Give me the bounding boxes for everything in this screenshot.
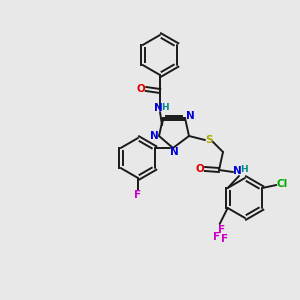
Text: S: S	[205, 135, 213, 145]
Text: H: H	[161, 103, 169, 112]
Text: N: N	[169, 147, 178, 157]
Text: O: O	[196, 164, 204, 174]
Text: F: F	[221, 234, 228, 244]
Text: F: F	[218, 225, 225, 235]
Text: F: F	[134, 190, 142, 200]
Text: F: F	[213, 232, 220, 242]
Text: O: O	[136, 84, 146, 94]
Text: Cl: Cl	[277, 179, 288, 189]
Text: H: H	[240, 164, 248, 173]
Text: N: N	[150, 131, 158, 141]
Text: N: N	[154, 103, 162, 113]
Text: N: N	[186, 111, 194, 121]
Text: N: N	[232, 166, 242, 176]
